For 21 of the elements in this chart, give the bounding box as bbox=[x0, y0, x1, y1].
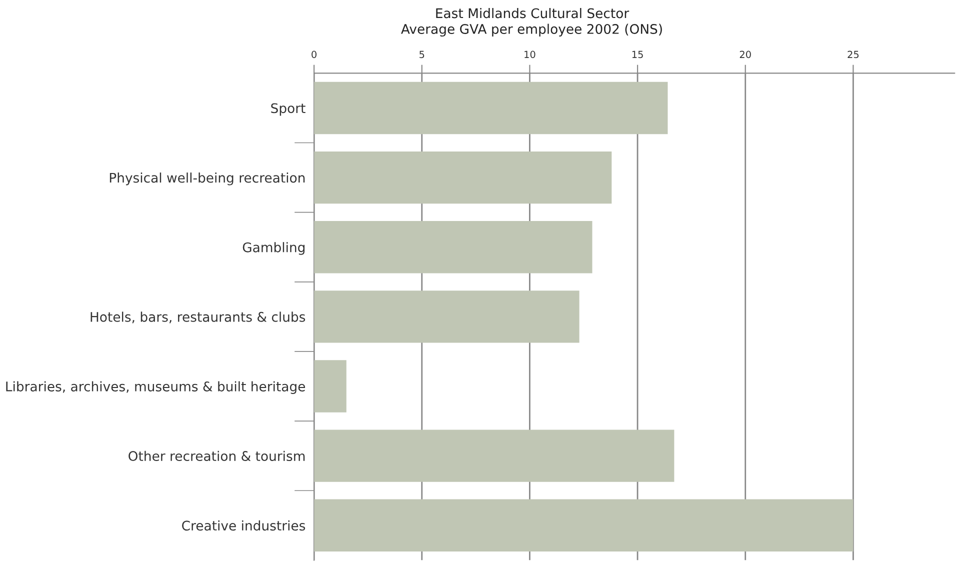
y-tick-label: Creative industries bbox=[182, 520, 306, 531]
bar bbox=[314, 499, 854, 552]
x-tick-label: 20 bbox=[740, 50, 751, 58]
x-tick-label: 15 bbox=[632, 50, 643, 58]
y-tick-label: Other recreation & tourism bbox=[128, 450, 305, 462]
chart-title: East Midlands Cultural Sector Average GVA per employee 2002 (ONS) bbox=[401, 8, 662, 37]
bar bbox=[314, 360, 346, 412]
y-tick-label: Gambling bbox=[242, 242, 305, 255]
y-tick-label: Hotels, bars, restaurants & clubs bbox=[90, 312, 306, 324]
bar bbox=[314, 151, 612, 204]
x-tick-label: 25 bbox=[848, 50, 859, 58]
bar bbox=[314, 430, 674, 482]
y-tick-label: Libraries, archives, museums & built heritage bbox=[6, 381, 306, 394]
y-tick-label: Sport bbox=[271, 103, 306, 116]
y-tick-label: Physical well-being recreation bbox=[110, 172, 305, 186]
x-tick-label: 5 bbox=[420, 50, 424, 58]
x-tick-label: 0 bbox=[312, 50, 316, 58]
bar bbox=[314, 221, 592, 274]
bar bbox=[314, 82, 668, 134]
x-tick-label: 10 bbox=[524, 50, 536, 58]
bar bbox=[314, 290, 580, 343]
